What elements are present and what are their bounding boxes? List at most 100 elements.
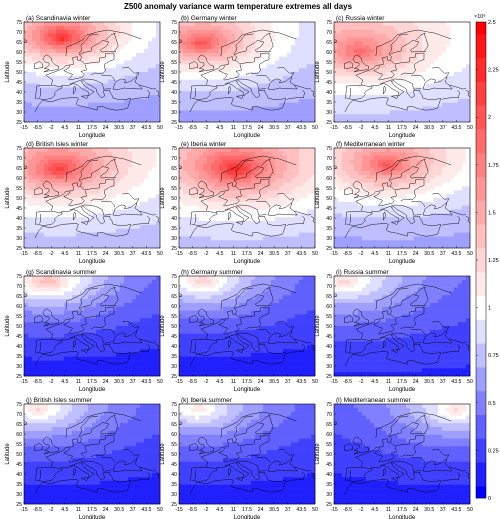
heatmap-cell bbox=[56, 167, 61, 172]
heatmap-cell bbox=[267, 25, 272, 30]
heatmap-cell bbox=[426, 91, 431, 96]
heatmap-cell bbox=[195, 198, 200, 203]
heatmap-cell bbox=[239, 186, 244, 191]
heatmap-cell bbox=[223, 79, 228, 84]
heatmap-cell bbox=[84, 244, 89, 249]
heatmap-cell bbox=[287, 163, 292, 168]
heatmap-cell bbox=[116, 106, 121, 111]
heatmap-cell bbox=[219, 163, 224, 168]
heatmap-cell bbox=[251, 37, 256, 42]
heatmap-cell bbox=[370, 64, 375, 69]
heatmap-cell bbox=[426, 25, 431, 30]
heatmap-cell bbox=[108, 213, 113, 218]
heatmap-cell bbox=[199, 68, 204, 73]
heatmap-cell bbox=[263, 29, 268, 34]
heatmap-cell bbox=[24, 159, 29, 164]
heatmap-cell bbox=[136, 79, 141, 84]
heatmap-cell bbox=[203, 148, 208, 153]
coastline bbox=[69, 204, 112, 216]
heatmap-cell bbox=[96, 22, 101, 27]
heatmap-cell bbox=[40, 198, 45, 203]
heatmap-cell bbox=[80, 155, 85, 160]
heatmap-cell bbox=[311, 178, 316, 183]
heatmap-cell bbox=[231, 75, 236, 80]
heatmap-cell bbox=[267, 75, 272, 80]
heatmap-cell bbox=[255, 110, 260, 115]
heatmap-cell bbox=[152, 98, 157, 104]
heatmap-cell bbox=[207, 72, 212, 77]
heatmap-cell bbox=[283, 114, 288, 119]
heatmap-cell bbox=[283, 22, 288, 27]
heatmap-cell bbox=[366, 48, 371, 54]
heatmap-cell bbox=[187, 68, 192, 73]
heatmap-cell bbox=[235, 25, 240, 30]
heatmap-cell bbox=[267, 221, 272, 226]
heatmap-cell bbox=[454, 52, 459, 57]
heatmap-cell bbox=[255, 151, 260, 156]
heatmap-cell bbox=[40, 244, 45, 249]
heatmap-cell bbox=[72, 72, 77, 77]
heatmap-cell bbox=[148, 72, 153, 77]
heatmap-cell bbox=[243, 98, 248, 104]
heatmap-cell bbox=[48, 68, 53, 73]
heatmap-cell bbox=[442, 98, 447, 104]
heatmap-cell bbox=[199, 75, 204, 80]
heatmap-cell bbox=[92, 151, 97, 156]
heatmap-cell bbox=[140, 102, 145, 107]
heatmap-cell bbox=[152, 244, 157, 249]
heatmap-cell bbox=[406, 110, 411, 115]
heatmap-cell bbox=[80, 95, 85, 100]
y-tick-label: 25 bbox=[16, 246, 22, 252]
heatmap-cell bbox=[108, 37, 113, 42]
heatmap-cell bbox=[398, 37, 403, 42]
heatmap-cell bbox=[132, 201, 137, 206]
heatmap-cells bbox=[179, 22, 316, 123]
coastline bbox=[224, 78, 267, 90]
heatmap-cell bbox=[418, 75, 423, 80]
heatmap-cell bbox=[454, 33, 459, 38]
heatmap-cell bbox=[88, 45, 93, 50]
heatmap-cell bbox=[40, 48, 45, 54]
heatmap-cell bbox=[92, 68, 97, 73]
heatmap-cell bbox=[108, 167, 113, 172]
heatmap-cell bbox=[207, 110, 212, 115]
heatmap-cell bbox=[346, 213, 351, 218]
heatmap-cell bbox=[223, 213, 228, 218]
heatmap-cell bbox=[92, 22, 97, 27]
heatmap-cell bbox=[64, 198, 69, 203]
heatmap-cell bbox=[195, 79, 200, 84]
heatmap-cell bbox=[346, 171, 351, 176]
heatmap-cell bbox=[76, 91, 81, 96]
heatmap-cell bbox=[112, 37, 117, 42]
heatmap-cell bbox=[187, 182, 192, 187]
heatmap-cell bbox=[44, 171, 49, 176]
heatmap-cell bbox=[406, 114, 411, 119]
heatmap-cell bbox=[195, 52, 200, 57]
heatmap-cell bbox=[148, 83, 153, 88]
panel-a: (a) Scandinavia winter-15 -8.5 -2 4.5 11 17.5… bbox=[5, 15, 163, 139]
heatmap-cell bbox=[207, 213, 212, 218]
heatmap-cell bbox=[84, 186, 89, 191]
heatmap-cell bbox=[24, 25, 29, 30]
heatmap-cell bbox=[183, 178, 188, 183]
coastline bbox=[189, 61, 199, 69]
heatmap-cell bbox=[263, 98, 268, 104]
heatmap-cell bbox=[287, 102, 292, 107]
heatmap-cell bbox=[283, 148, 288, 153]
heatmap-cell bbox=[40, 33, 45, 38]
heatmap-cell bbox=[295, 56, 300, 61]
heatmap-cell bbox=[64, 91, 69, 96]
coastline bbox=[411, 74, 425, 82]
heatmap-cell bbox=[56, 87, 61, 92]
heatmap-cell bbox=[414, 41, 419, 46]
heatmap-cell bbox=[295, 52, 300, 57]
heatmap-cell bbox=[454, 91, 459, 96]
heatmap-cell bbox=[199, 60, 204, 65]
heatmap-cell bbox=[422, 114, 427, 119]
heatmap-cell bbox=[64, 48, 69, 54]
heatmap-cell bbox=[227, 79, 232, 84]
heatmap-cell bbox=[422, 22, 427, 27]
heatmap-cell bbox=[124, 60, 129, 65]
heatmap-cell bbox=[450, 102, 455, 107]
heatmap-cell bbox=[179, 106, 184, 111]
